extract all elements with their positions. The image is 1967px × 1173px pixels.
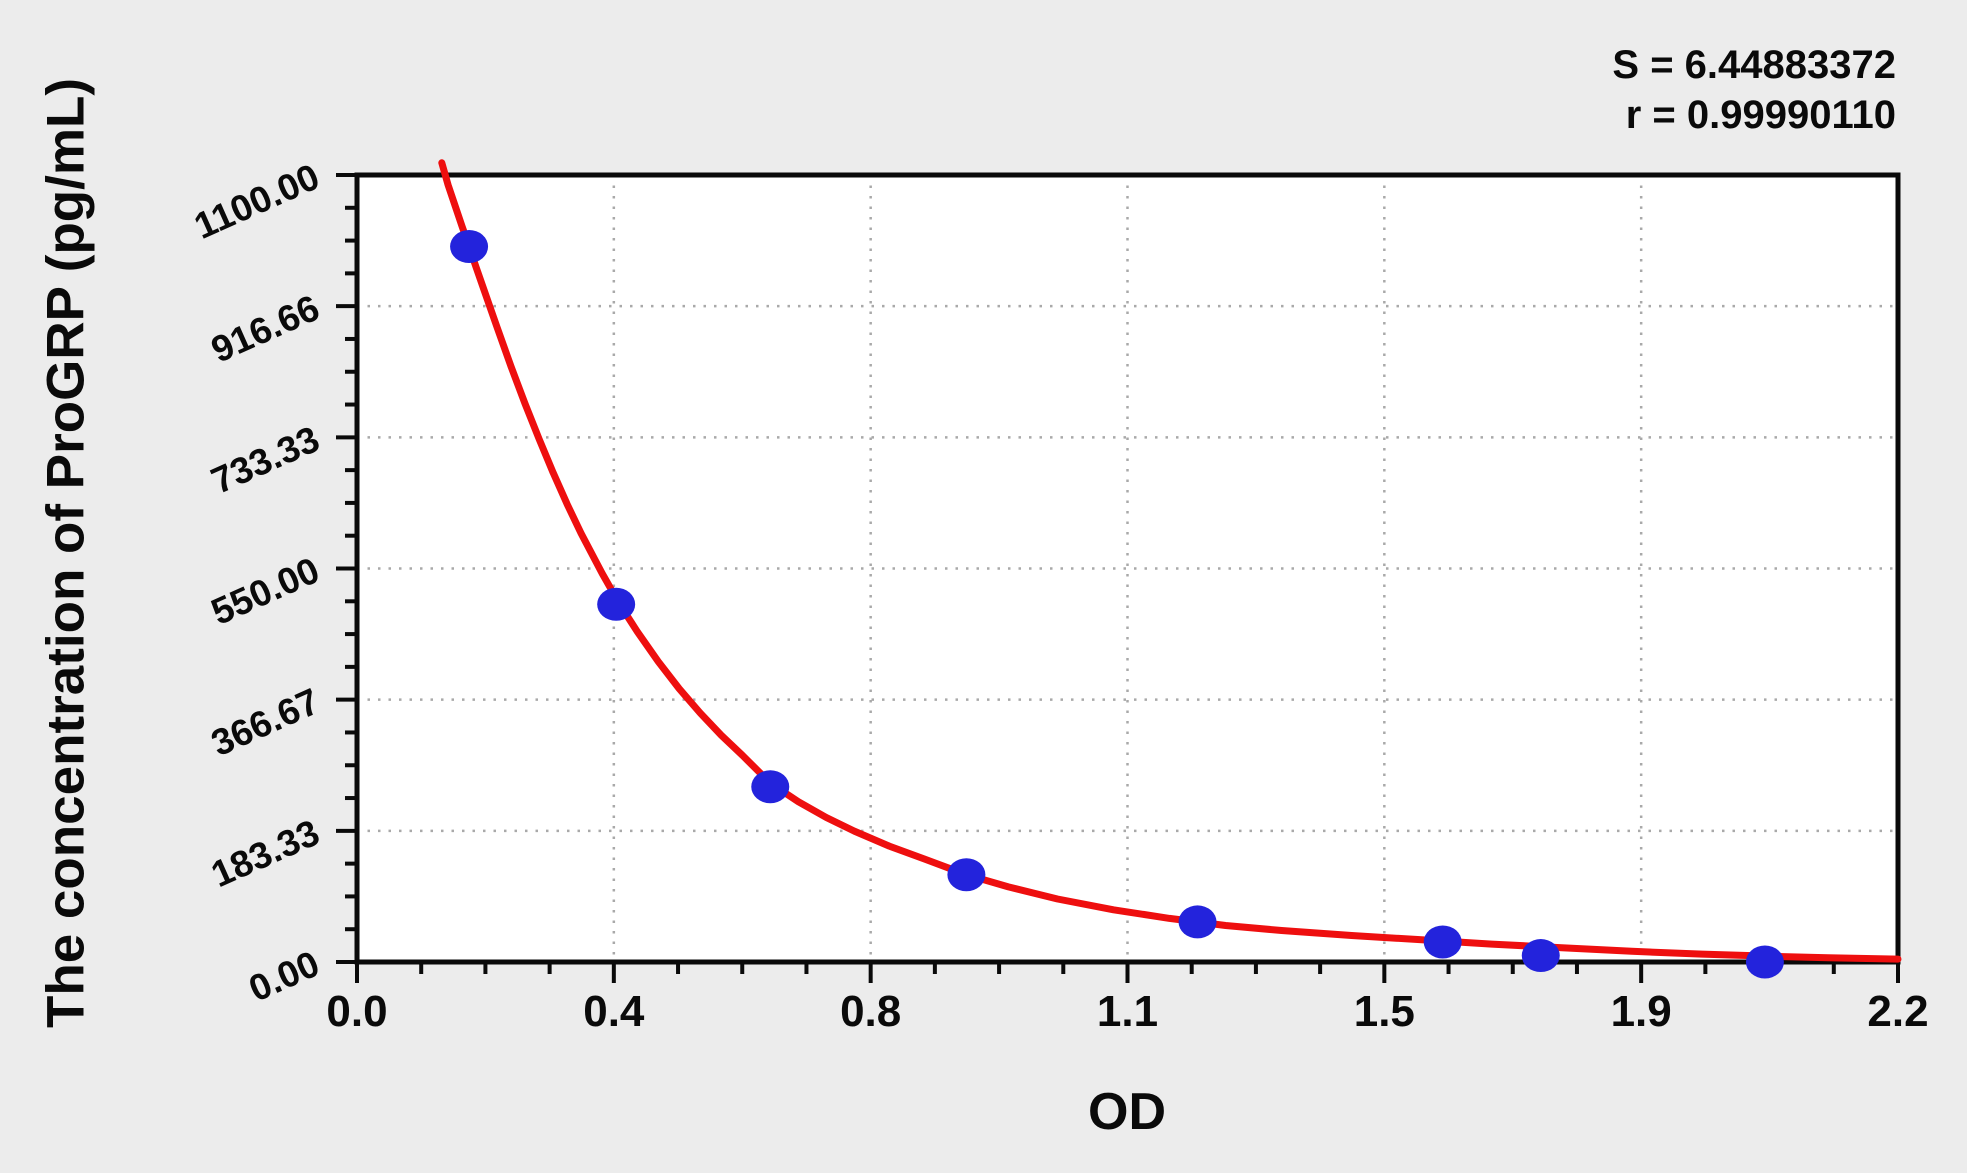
data-point [450,230,489,264]
x-tick-label: 1.1 [1097,987,1158,1036]
x-tick-label: 0.8 [840,987,901,1036]
fit-curve [438,159,1902,963]
y-tick-label: 733.33 [205,418,325,501]
y-tick-label: 183.33 [205,812,325,895]
x-tick-label: 0.4 [583,987,645,1036]
x-tick-label: 1.5 [1354,987,1415,1036]
y-tick-label: 1100.00 [188,156,325,247]
data-point [1423,925,1462,959]
y-tick-label: 0.00 [243,943,325,1010]
r-value: r = 0.99990110 [1625,93,1896,137]
data-point [1745,945,1784,979]
x-tick-label: 2.2 [1867,987,1928,1036]
data-point [1521,939,1560,973]
y-axis-title: The concentration of ProGRP (pg/mL) [36,77,96,1029]
data-point [597,587,636,621]
fit-statistics: S = 6.44883372 r = 0.99990110 [1612,40,1896,140]
data-point [1178,905,1217,939]
y-tick-label: 550.00 [205,549,325,632]
data-point [947,858,986,892]
plot-area [357,175,1898,962]
x-tick-label: 1.9 [1611,987,1672,1036]
y-tick-label: 366.67 [205,681,325,764]
data-point [751,770,790,804]
s-value: S = 6.44883372 [1612,43,1896,87]
y-tick-label: 916.66 [205,287,325,370]
x-tick-label: 0.0 [326,987,387,1036]
x-axis-title: OD [1088,1083,1166,1141]
